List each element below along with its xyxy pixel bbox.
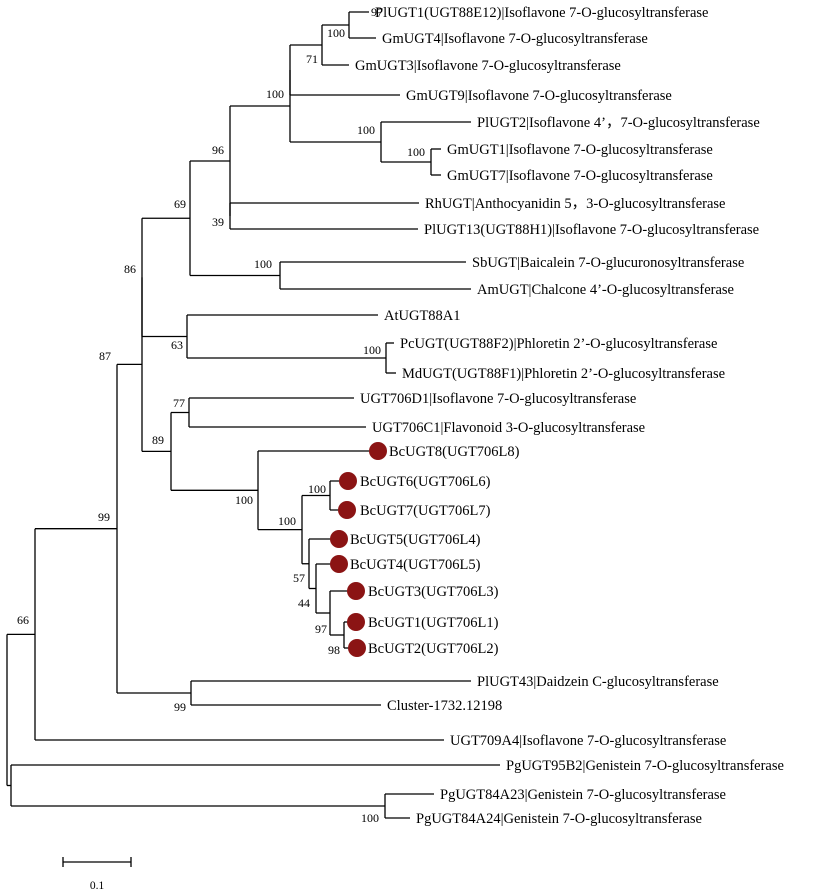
leaf-label-gmugt7: GmUGT7|Isoflavone 7-O-glucosyltransferas… [447, 168, 713, 184]
marker-dot-bcugt4 [330, 555, 348, 573]
bootstrap-bs-100-gm4: 100 [327, 26, 345, 40]
leaf-label-bcugt5: BcUGT5(UGT706L4) [350, 532, 481, 548]
leaf-label-gmugt3: GmUGT3|Isoflavone 7-O-glucosyltransferas… [355, 58, 621, 74]
leaf-label-ugt706d1: UGT706D1|Isoflavone 7-O-glucosyltransfer… [360, 391, 636, 407]
scale-bar-label: 0.1 [90, 880, 105, 892]
bootstrap-bs-71: 71 [306, 52, 318, 66]
bootstrap-bs-100-pl2: 100 [357, 123, 375, 137]
bootstrap-bs-66: 66 [17, 613, 29, 627]
leaf-label-gmugt4: GmUGT4|Isoflavone 7-O-glucosyltransferas… [382, 31, 648, 47]
bootstrap-bs-100-bc6: 100 [308, 482, 326, 496]
bootstrap-bs-69: 69 [174, 197, 186, 211]
bootstrap-bs-57: 57 [293, 571, 305, 585]
leaf-label-bcugt1: BcUGT1(UGT706L1) [368, 615, 499, 631]
leaf-label-bcugt6: BcUGT6(UGT706L6) [360, 474, 491, 490]
bootstrap-bs-100-bc2: 100 [278, 514, 296, 528]
leaf-label-bcugt4: BcUGT4(UGT706L5) [350, 557, 481, 573]
bootstrap-bs-44: 44 [298, 596, 310, 610]
bcugt-markers [330, 442, 387, 657]
leaf-label-pgugt84a24: PgUGT84A24|Genistein 7-O-glucosyltransfe… [416, 811, 702, 827]
leaf-label-plugt43: PlUGT43|Daidzein C-glucosyltransferase [477, 674, 719, 690]
leaf-label-pgugt84a23: PgUGT84A23|Genistein 7-O-glucosyltransfe… [440, 787, 726, 803]
marker-dot-bcugt5 [330, 530, 348, 548]
marker-dot-bcugt7 [338, 501, 356, 519]
leaf-label-rhugt: RhUGT|Anthocyanidin 5，3-O-glucosyltransf… [425, 196, 726, 212]
leaf-label-gmugt1: GmUGT1|Isoflavone 7-O-glucosyltransferas… [447, 142, 713, 158]
bootstrap-bs-99-pl43: 99 [174, 700, 186, 714]
leaf-label-bcugt3: BcUGT3(UGT706L3) [368, 584, 499, 600]
bootstrap-bs-100-pc: 100 [363, 343, 381, 357]
leaf-label-gmugt9: GmUGT9|Isoflavone 7-O-glucosyltransferas… [406, 88, 672, 104]
marker-dot-bcugt8 [369, 442, 387, 460]
bootstrap-bs-98: 98 [328, 643, 340, 657]
bootstrap-bs-63: 63 [171, 338, 183, 352]
tree-branches [6, 11, 500, 819]
bootstrap-bs-100-sb: 100 [254, 257, 272, 271]
leaf-label-ugt706c1: UGT706C1|Flavonoid 3-O-glucosyltransfera… [372, 420, 645, 436]
leaf-label-mdugt: MdUGT(UGT88F1)|Phloretin 2’-O-glucosyltr… [402, 366, 725, 382]
leaf-label-ugt709a4: UGT709A4|Isoflavone 7-O-glucosyltransfer… [450, 733, 726, 749]
leaf-labels: PlUGT1(UGT88E12)|Isoflavone 7-O-glucosyl… [350, 5, 784, 827]
bootstrap-values: 97 100 71 100 100 100 96 39 69 100 86 63 100 87 77 89 10… [17, 5, 425, 825]
leaf-label-amugt: AmUGT|Chalcone 4’-O-glucosyltransferase [477, 282, 734, 298]
bootstrap-bs-89: 89 [152, 433, 164, 447]
leaf-label-sbugt: SbUGT|Baicalein 7-O-glucuronosyltransfer… [472, 255, 744, 271]
scale-bar: 0.1 [62, 857, 132, 892]
bootstrap-bs-96: 96 [212, 143, 224, 157]
marker-dot-bcugt6 [339, 472, 357, 490]
bootstrap-bs-100-pg: 100 [361, 811, 379, 825]
bootstrap-bs-39: 39 [212, 215, 224, 229]
leaf-label-pgugt95b2: PgUGT95B2|Genistein 7-O-glucosyltransfer… [506, 758, 784, 774]
bootstrap-bs-100-gm1: 100 [407, 145, 425, 159]
leaf-label-atugt88a1: AtUGT88A1 [384, 308, 461, 324]
bootstrap-bs-97: 97 [371, 5, 383, 19]
marker-dot-bcugt2 [348, 639, 366, 657]
bootstrap-bs-97-bc: 97 [315, 622, 327, 636]
leaf-label-bcugt7: BcUGT7(UGT706L7) [360, 503, 491, 519]
bootstrap-bs-87: 87 [99, 349, 111, 363]
leaf-label-pcugt: PcUGT(UGT88F2)|Phloretin 2’-O-glucosyltr… [400, 336, 717, 352]
leaf-label-plugt2: PlUGT2|Isoflavone 4’，7-O-glucosyltransfe… [477, 115, 760, 131]
bootstrap-bs-100-bc: 100 [235, 493, 253, 507]
bootstrap-bs-99-top: 99 [98, 510, 110, 524]
leaf-label-plugt1: PlUGT1(UGT88E12)|Isoflavone 7-O-glucosyl… [375, 5, 709, 21]
leaf-label-cluster: Cluster-1732.12198 [387, 698, 502, 714]
leaf-label-plugt13: PlUGT13(UGT88H1)|Isoflavone 7-O-glucosyl… [424, 222, 759, 238]
leaf-label-bcugt8: BcUGT8(UGT706L8) [389, 444, 520, 460]
bootstrap-bs-86: 86 [124, 262, 136, 276]
bootstrap-bs-100-gm9: 100 [266, 87, 284, 101]
marker-dot-bcugt1 [347, 613, 365, 631]
marker-dot-bcugt3 [347, 582, 365, 600]
leaf-label-bcugt2: BcUGT2(UGT706L2) [368, 641, 499, 657]
bootstrap-bs-77: 77 [173, 396, 185, 410]
